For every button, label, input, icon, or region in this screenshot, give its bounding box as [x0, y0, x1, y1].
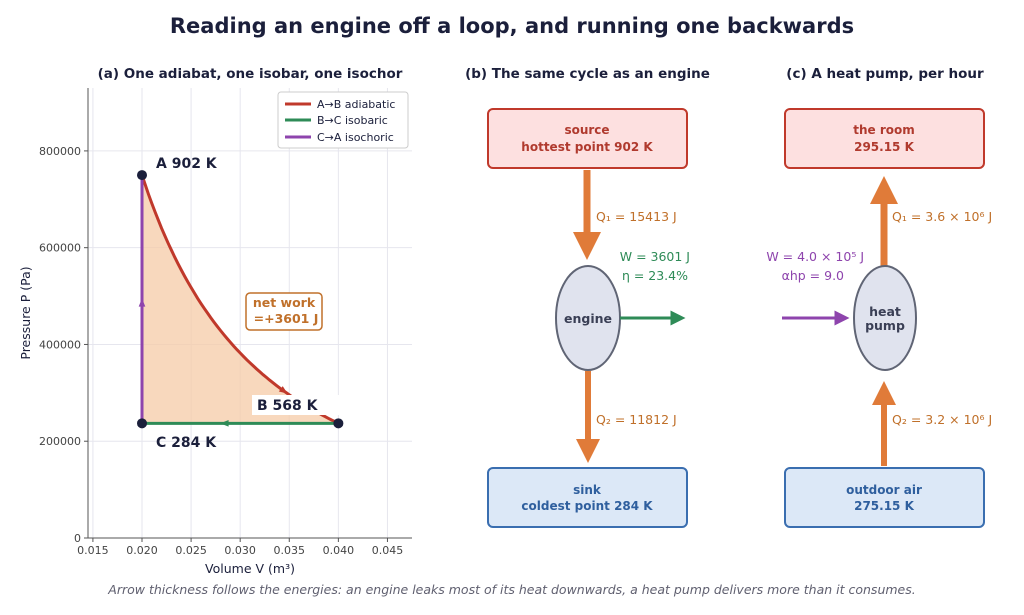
panel-b-title: (b) The same cycle as an engine [465, 66, 710, 82]
room-label: the room [853, 123, 915, 137]
direction-arrow-adiabatic [278, 386, 288, 394]
heat-pump-node [853, 265, 917, 371]
legend-entry-isochoric: C→A isochoric [317, 131, 394, 144]
x-tick-label: 0.030 [224, 544, 256, 557]
legend: A→B adiabatic B→C isobaric C→A isochoric [277, 91, 409, 149]
x-ticks: 0.015 0.020 0.025 0.030 0.035 0.040 0.045 [77, 538, 403, 557]
sink-temperature: coldest point 284 K [521, 499, 653, 513]
y-tick-label: 200000 [39, 435, 81, 448]
panel-c-title: (c) A heat pump, per hour [786, 66, 984, 82]
legend-box [277, 91, 409, 149]
legend-entry-adiabatic: A→B adiabatic [317, 98, 395, 111]
point-label-c: C 284 K [156, 435, 217, 451]
net-work-title: net work [253, 295, 316, 310]
net-work-box [245, 292, 323, 331]
x-tick-label: 0.020 [126, 544, 158, 557]
pump-work-label: W = 4.0 × 10⁵ J [766, 249, 864, 264]
work-label: W = 3601 J [620, 249, 690, 264]
cycle-area [142, 175, 339, 424]
efficiency-label: η = 23.4% [622, 268, 688, 283]
heat-pump-label-line2: pump [865, 318, 905, 333]
y-tick-label: 400000 [39, 338, 81, 351]
main-title: Reading an engine off a loop, and runnin… [169, 14, 855, 38]
pv-chart: A 902 K B 568 K C 284 K 0.015 0.020 0.025 0… [18, 88, 412, 576]
room-box [784, 108, 985, 169]
state-point-c [137, 418, 147, 429]
x-tick-label: 0.035 [274, 544, 306, 557]
outdoor-temperature: 275.15 K [854, 499, 914, 513]
x-tick-label: 0.015 [77, 544, 109, 557]
q1-label: Q₁ = 15413 J [596, 209, 677, 224]
point-label-a: A 902 K [156, 156, 218, 172]
panel-a-title: (a) One adiabat, one isobar, one isochor [97, 66, 403, 82]
heat-pump-diagram: the room 295.15 K Q₁ = 3.6 × 10⁶ J W = 4… [766, 108, 992, 528]
source-label: source [564, 123, 609, 137]
x-tick-label: 0.025 [175, 544, 207, 557]
net-work-value: =+3601 J [254, 311, 319, 326]
heat-pump-label-line1: heat [869, 304, 901, 319]
engine-diagram: source hottest point 902 K Q₁ = 15413 J … [487, 108, 690, 528]
source-temperature: hottest point 902 K [521, 140, 653, 154]
state-point-a [137, 170, 147, 181]
pump-q1-label: Q₁ = 3.6 × 10⁶ J [892, 209, 992, 224]
y-ticks: 0 200000 400000 600000 800000 [39, 145, 88, 545]
outdoor-box [784, 467, 985, 528]
outdoor-label: outdoor air [846, 483, 922, 497]
q2-label: Q₂ = 11812 J [596, 412, 677, 427]
legend-entry-isobaric: B→C isobaric [317, 114, 388, 127]
direction-arrow-isobaric [220, 420, 229, 427]
y-tick-label: 600000 [39, 242, 81, 255]
x-axis-label: Volume V (m³) [205, 561, 295, 576]
y-tick-label: 0 [74, 532, 81, 545]
y-axis-label: Pressure P (Pa) [18, 266, 33, 359]
y-tick-label: 800000 [39, 145, 81, 158]
point-label-b: B 568 K [257, 398, 319, 414]
pump-q2-label: Q₂ = 3.2 × 10⁶ J [892, 412, 992, 427]
pump-cop-label: αhp = 9.0 [782, 268, 844, 283]
sink-box [487, 467, 688, 528]
caption: Arrow thickness follows the energies: an… [108, 582, 916, 597]
x-tick-label: 0.045 [372, 544, 404, 557]
room-temperature: 295.15 K [854, 140, 914, 154]
point-label-b-bg [252, 395, 344, 415]
engine-label: engine [564, 311, 612, 326]
direction-arrow-isochoric [138, 298, 146, 307]
sink-label: sink [573, 483, 602, 497]
x-tick-label: 0.040 [323, 544, 355, 557]
source-box [487, 108, 688, 169]
state-point-b [333, 418, 344, 429]
